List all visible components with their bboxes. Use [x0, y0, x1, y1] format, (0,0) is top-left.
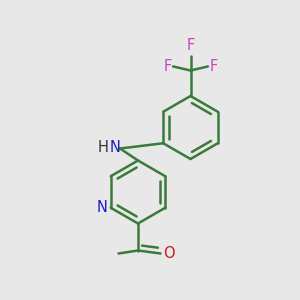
Text: N: N [97, 200, 108, 215]
Text: F: F [163, 59, 172, 74]
Text: O: O [163, 246, 175, 261]
Text: H: H [98, 140, 109, 155]
Text: N: N [110, 140, 121, 155]
Text: F: F [186, 38, 195, 53]
Text: F: F [209, 59, 218, 74]
